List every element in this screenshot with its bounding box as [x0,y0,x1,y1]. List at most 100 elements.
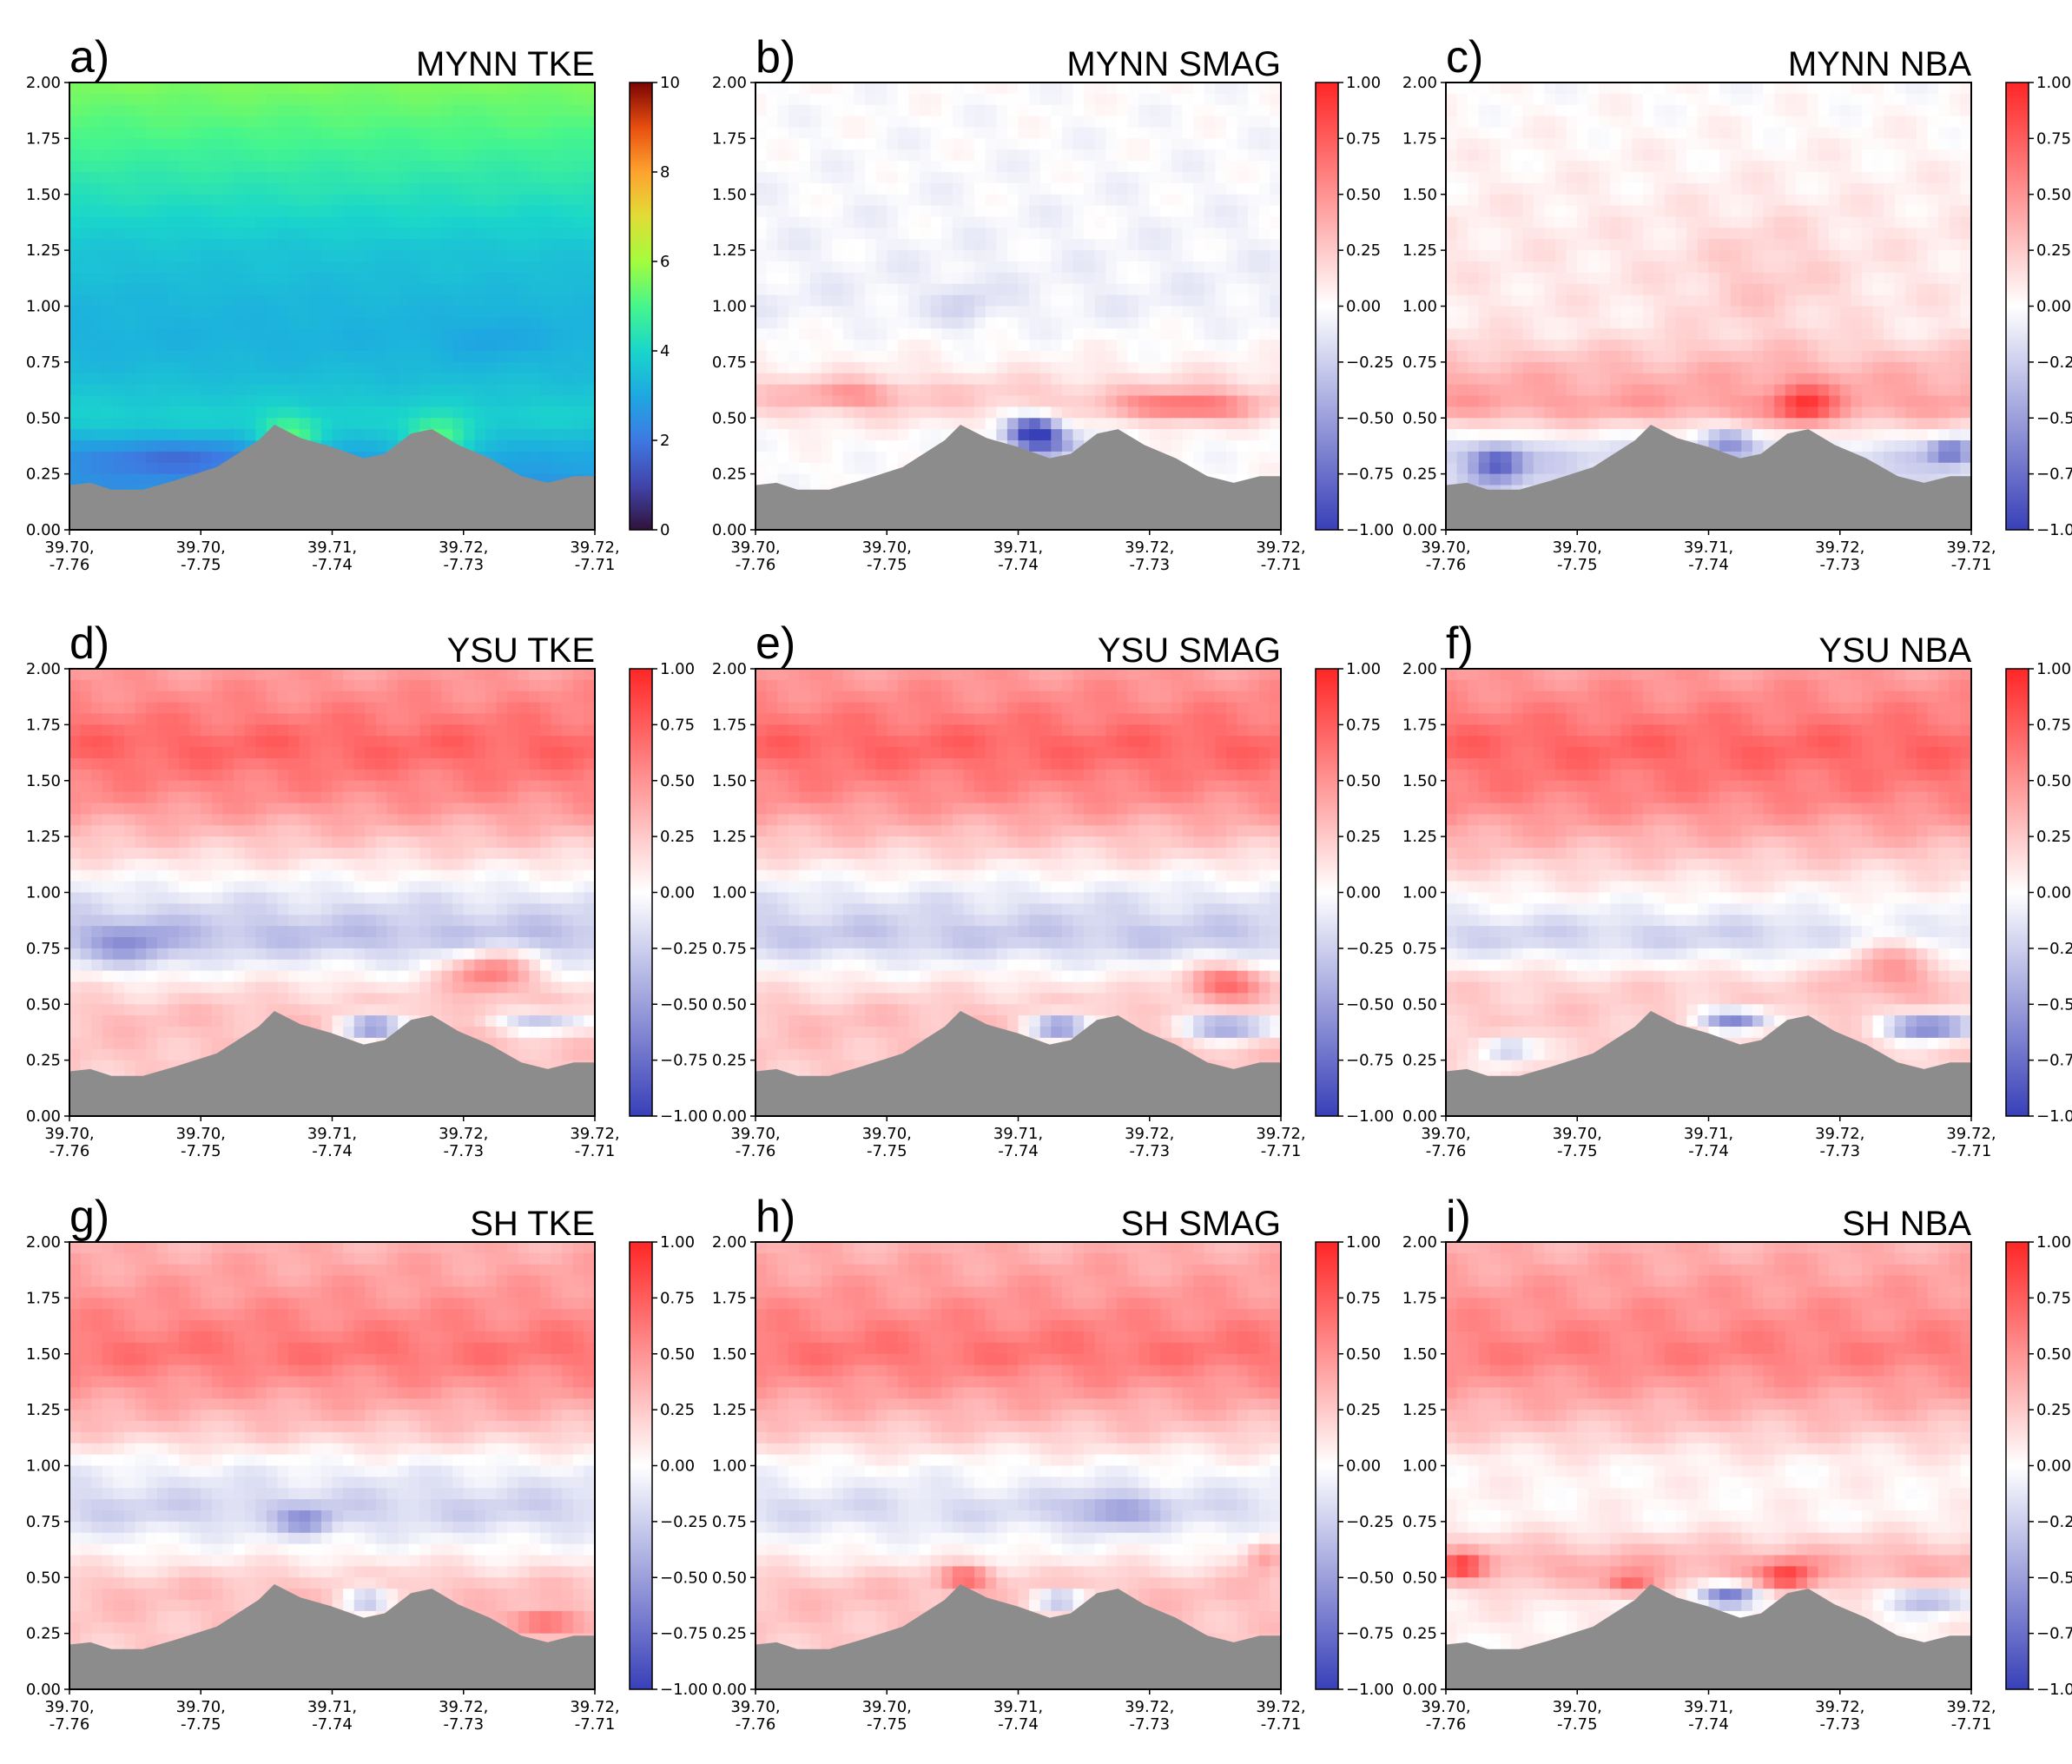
heatmap-cell [974,328,986,340]
heatmap-cell [996,161,1007,173]
heatmap-cell [898,396,909,408]
heatmap-cell [245,396,256,408]
panel-title-b: MYNN SMAG [1066,45,1281,83]
heatmap-cell [1632,228,1643,240]
heatmap-cell [124,406,135,419]
heatmap-cell [1457,396,1468,408]
heatmap-cell [767,94,778,106]
heatmap-cell [1062,418,1073,430]
heatmap-cell [168,440,179,453]
heatmap-cell [321,340,333,352]
heatmap-cell [81,149,92,162]
heatmap-cell [1259,418,1270,430]
heatmap-cell [321,261,333,274]
heatmap-cell [1731,83,1742,95]
heatmap-cell [1512,385,1523,397]
heatmap-cell [113,138,124,150]
heatmap-cell [1007,149,1019,162]
heatmap-cell [1567,228,1578,240]
heatmap-cell [452,183,464,195]
heatmap-cell [398,295,409,307]
heatmap-cell [1171,183,1183,195]
heatmap-cell [113,183,124,195]
heatmap-cell [113,228,124,240]
heatmap-cell [1051,440,1062,453]
heatmap-cell [365,396,376,408]
heatmap-cell [584,94,595,106]
heatmap-cell [1567,295,1578,307]
heatmap-cell [518,261,530,274]
heatmap-cell [529,295,540,307]
heatmap-cell [1534,429,1545,441]
heatmap-cell [300,217,311,229]
heatmap-cell [562,317,573,329]
heatmap-cell [222,138,234,150]
heatmap-cell [1653,396,1665,408]
heatmap-cell [1160,317,1171,329]
heatmap-cell [1653,149,1665,162]
heatmap-cell [102,463,114,475]
heatmap-cell [234,406,245,419]
heatmap-cell [1007,105,1019,117]
heatmap-cell [398,149,409,162]
heatmap-cell [1610,128,1621,140]
heatmap-cell [1007,307,1019,319]
heatmap-cell [1567,105,1578,117]
heatmap-cell [277,340,288,352]
heatmap-cell [1040,172,1052,184]
heatmap-cell [1567,440,1578,453]
heatmap-cell [69,295,81,307]
colorbar-tick-label: 10 [660,74,680,92]
heatmap-cell [1522,116,1534,129]
heatmap-cell [931,328,942,340]
heatmap-cell [887,217,898,229]
heatmap-cell [277,295,288,307]
heatmap-cell [1160,105,1171,117]
heatmap-cell [518,206,530,218]
heatmap-cell [1237,161,1249,173]
heatmap-cell [333,328,344,340]
heatmap-cell [376,138,387,150]
heatmap-cell [941,340,953,352]
heatmap-cell [777,206,789,218]
heatmap-cell [986,128,997,140]
heatmap-cell [124,105,135,117]
heatmap-cell [1248,105,1259,117]
heatmap-cell [941,261,953,274]
heatmap-cell [321,250,333,262]
heatmap-cell [1084,396,1095,408]
heatmap-cell [1237,362,1249,374]
heatmap-cell [333,128,344,140]
heatmap-cell [1698,183,1709,195]
heatmap-cell [1237,351,1249,363]
heatmap-cell [540,373,551,386]
heatmap-cell [365,183,376,195]
heatmap-cell [1062,385,1073,397]
heatmap-cell [1183,307,1194,319]
heatmap-cell [540,239,551,251]
heatmap-cell [876,373,888,386]
heatmap-cell [908,94,920,106]
heatmap-cell [1051,206,1062,218]
heatmap-cell [212,385,223,397]
heatmap-cell [540,83,551,95]
heatmap-cell [507,195,518,207]
heatmap-cell [986,373,997,386]
heatmap-cell [1709,418,1720,430]
heatmap-cell [1160,273,1171,285]
heatmap-cell [179,161,190,173]
heatmap-cell [1632,83,1643,95]
heatmap-cell [300,105,311,117]
heatmap-cell [562,116,573,129]
heatmap-cell [1040,149,1052,162]
heatmap-cell [497,128,508,140]
heatmap-cell [1259,340,1270,352]
heatmap-cell [540,396,551,408]
heatmap-cell [146,172,157,184]
heatmap-cell [1588,418,1600,430]
heatmap-cell [124,429,135,441]
heatmap-cell [843,94,855,106]
heatmap-cell [1479,83,1490,95]
heatmap-cell [1029,239,1040,251]
heatmap-cell [387,228,399,240]
